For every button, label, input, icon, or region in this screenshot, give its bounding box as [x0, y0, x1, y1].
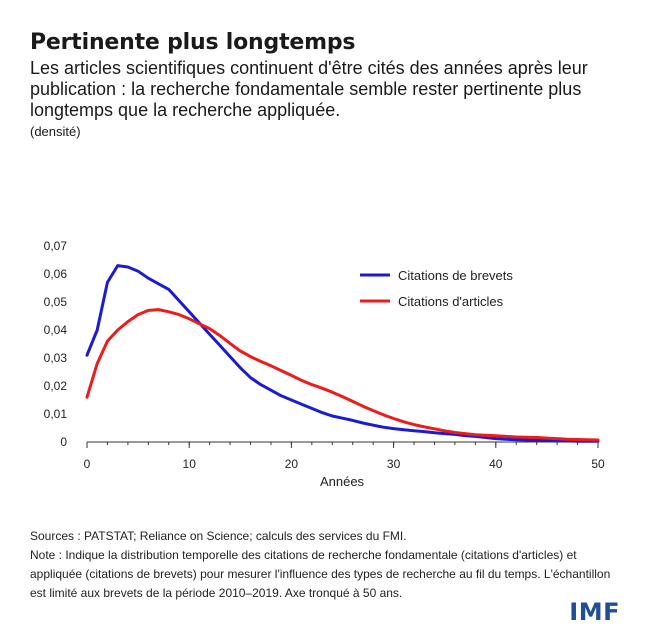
y-tick-label: 0,03: [44, 351, 68, 365]
imf-logo: IMF: [569, 598, 620, 626]
series-line-articles: [85, 308, 600, 442]
x-tick-label: 10: [183, 457, 197, 471]
x-tick-label: 0: [84, 457, 91, 471]
sources-text: Sources : PATSTAT; Reliance on Science; …: [30, 529, 407, 543]
x-tick-label: 40: [489, 457, 503, 471]
x-tick-label: 30: [387, 457, 401, 471]
y-tick-label: 0: [60, 435, 67, 449]
y-tick-label: 0,04: [44, 323, 68, 337]
line-chart: 0 0,01 0,02 0,03 0,04 0,05 0,06 0,07 0 10 20 30 40 5…: [44, 239, 605, 489]
y-tick-label: 0,06: [44, 267, 68, 281]
note-text: Note : Indique la distribution temporell…: [30, 548, 611, 600]
y-tick-label: 0,01: [44, 407, 68, 421]
x-axis-label: Années: [320, 474, 365, 489]
chart-subtitle: Les articles scientifiques continuent d'…: [30, 58, 588, 120]
unit-label: (densité): [30, 124, 81, 139]
series-layer: [85, 264, 600, 443]
chart-legend: Citations de brevets Citations d'articles: [360, 268, 513, 309]
series-line-brevets: [85, 264, 600, 443]
legend-label: Citations d'articles: [398, 294, 504, 309]
y-tick-label: 0,02: [44, 379, 68, 393]
footer-notes: Sources : PATSTAT; Reliance on Science; …: [30, 527, 620, 603]
chart-title: Pertinente plus longtemps: [30, 30, 356, 55]
x-tick-label: 20: [285, 457, 299, 471]
legend-label: Citations de brevets: [398, 268, 513, 283]
y-axis: 0 0,01 0,02 0,03 0,04 0,05 0,06 0,07: [44, 239, 68, 449]
x-tick-label: 50: [591, 457, 605, 471]
x-axis: 0 10 20 30 40 50: [84, 441, 605, 471]
y-tick-label: 0,07: [44, 239, 68, 253]
y-tick-label: 0,05: [44, 295, 68, 309]
